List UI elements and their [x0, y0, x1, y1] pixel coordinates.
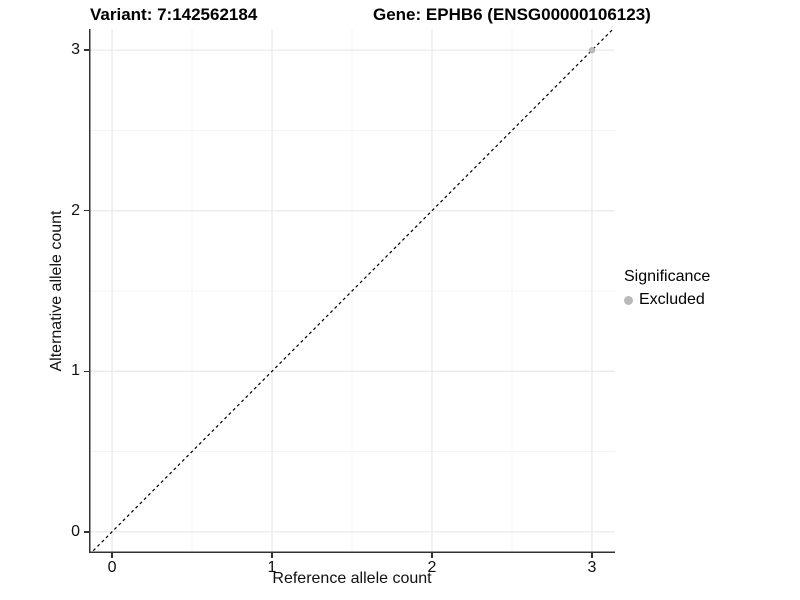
data-point: [588, 46, 596, 54]
legend-key-dot-icon: [624, 295, 633, 305]
x-tick-mark: [591, 553, 593, 558]
x-tick-label: 1: [267, 559, 277, 576]
x-tick-mark: [111, 553, 113, 558]
x-tick-label: 3: [587, 559, 597, 576]
x-tick-label: 2: [427, 559, 437, 576]
y-axis-label: Alternative allele count: [48, 210, 65, 372]
x-tick-label: 0: [107, 559, 117, 576]
y-tick-mark: [84, 209, 89, 212]
y-tick-label: 2: [71, 201, 80, 219]
x-tick-mark: [271, 553, 273, 558]
variant-title: Variant: 7:142562184: [90, 5, 258, 24]
x-tick-mark: [431, 553, 433, 558]
legend-items: Excluded: [624, 291, 710, 309]
legend: Significance Excluded: [624, 268, 710, 309]
identity-dashed-line: [90, 29, 614, 553]
y-tick-mark: [84, 370, 89, 373]
x-axis-label: Reference allele count: [272, 570, 432, 587]
legend-item: Excluded: [624, 291, 710, 309]
y-tick-label: 1: [71, 362, 80, 380]
legend-title: Significance: [624, 268, 711, 285]
legend-item-label: Excluded: [639, 291, 705, 308]
gene-title: Gene: EPHB6 (ENSG00000106123): [373, 5, 651, 24]
y-tick-label: 0: [71, 522, 80, 540]
y-tick-label: 3: [71, 41, 80, 59]
y-tick-mark: [84, 49, 89, 51]
plot-panel: [89, 29, 615, 553]
y-tick-mark: [84, 531, 89, 533]
scatter-plot-area: [89, 29, 615, 553]
